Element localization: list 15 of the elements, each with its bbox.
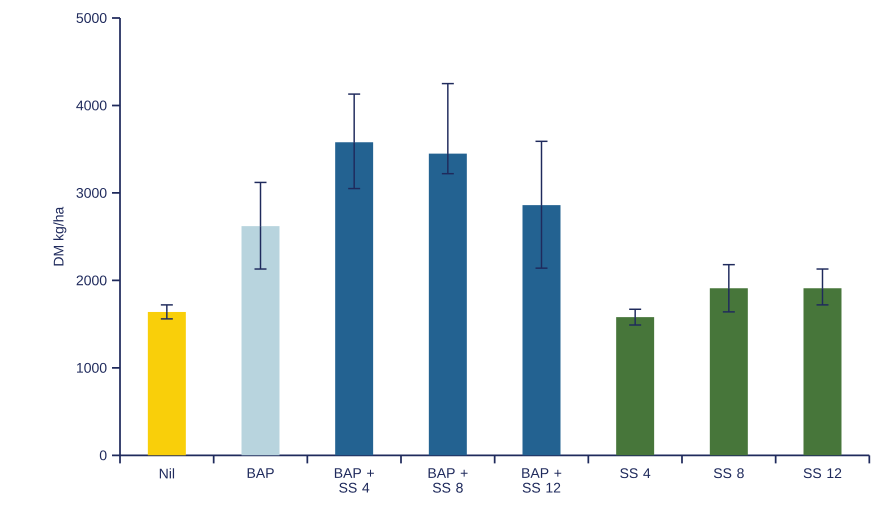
y-tick-label: 3000 (76, 188, 107, 198)
y-tick-label: 1000 (77, 362, 107, 373)
y-tick-label: 2000 (76, 275, 107, 286)
x-tick-label: SS 12 (804, 468, 842, 478)
y-tick-label: 5000 (76, 13, 107, 23)
x-tick-label: SS 8 (714, 468, 744, 478)
x-tick-label: BAP + SS 4 (334, 468, 374, 493)
y-tick-label: 0 (100, 450, 107, 460)
x-tick-label: SS 4 (620, 468, 650, 478)
x-tick-label: BAP (248, 468, 274, 478)
x-tick-label: Nil (160, 468, 174, 478)
y-axis-title: DM kg/ha (53, 206, 66, 266)
x-tick-label: BAP + SS 12 (522, 468, 562, 493)
x-tick-label: BAP + SS 8 (428, 468, 468, 493)
y-tick-label: 4000 (76, 100, 107, 110)
